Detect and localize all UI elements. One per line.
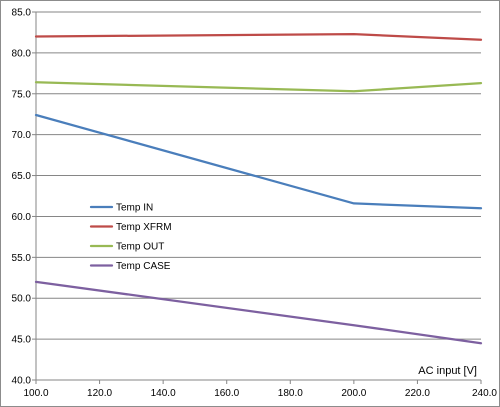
x-axis-title: AC input [V] — [418, 365, 477, 377]
series-line-temp-xfrm — [34, 32, 483, 41]
x-tick-label: 180.0 — [278, 388, 303, 399]
gridlines — [36, 11, 481, 381]
y-tick-label: 45.0 — [12, 335, 32, 346]
x-tick-label: 240.0 — [472, 388, 497, 399]
legend-label: Temp IN — [116, 203, 153, 214]
legend-item: Temp CASE — [89, 261, 171, 272]
legend-item: Temp IN — [89, 203, 153, 214]
x-tick-label: 140.0 — [151, 388, 176, 399]
legend-label: Temp OUT — [116, 242, 164, 253]
legend-item: Temp XFRM — [89, 222, 172, 233]
series-line-temp-out — [34, 81, 483, 93]
y-tick-label: 85.0 — [12, 8, 32, 19]
y-tick-label: 65.0 — [12, 171, 32, 182]
x-tick-label: 220.0 — [405, 388, 430, 399]
x-tick-label: 160.0 — [214, 388, 239, 399]
y-tick-label: 50.0 — [12, 294, 32, 305]
y-tick-label: 60.0 — [12, 212, 32, 223]
y-tick-label: 80.0 — [12, 48, 32, 59]
legend: Temp IN Temp XFRM Temp OUT Temp CASE — [89, 203, 172, 272]
y-tick-label: 70.0 — [12, 130, 32, 141]
series-lines — [34, 32, 483, 345]
x-tick-label: 100.0 — [23, 388, 48, 399]
x-tick-label: 120.0 — [87, 388, 112, 399]
x-tick-labels: 100.0 120.0 140.0 160.0 180.0 200.0 220.0 240.0 — [23, 388, 497, 399]
y-tick-label: 55.0 — [12, 253, 32, 264]
x-tick-label: 200.0 — [341, 388, 366, 399]
series-line-temp-case — [34, 280, 483, 345]
axes — [32, 11, 482, 384]
y-tick-label: 75.0 — [12, 89, 32, 100]
legend-item: Temp OUT — [89, 242, 164, 253]
series-line-temp-in — [34, 113, 483, 210]
legend-label: Temp XFRM — [116, 222, 172, 233]
y-tick-label: 40.0 — [12, 376, 32, 387]
legend-label: Temp CASE — [116, 261, 171, 272]
y-tick-labels: 40.0 45.0 50.0 55.0 60.0 65.0 70.0 75.0 80.0 85.0 — [12, 8, 32, 387]
